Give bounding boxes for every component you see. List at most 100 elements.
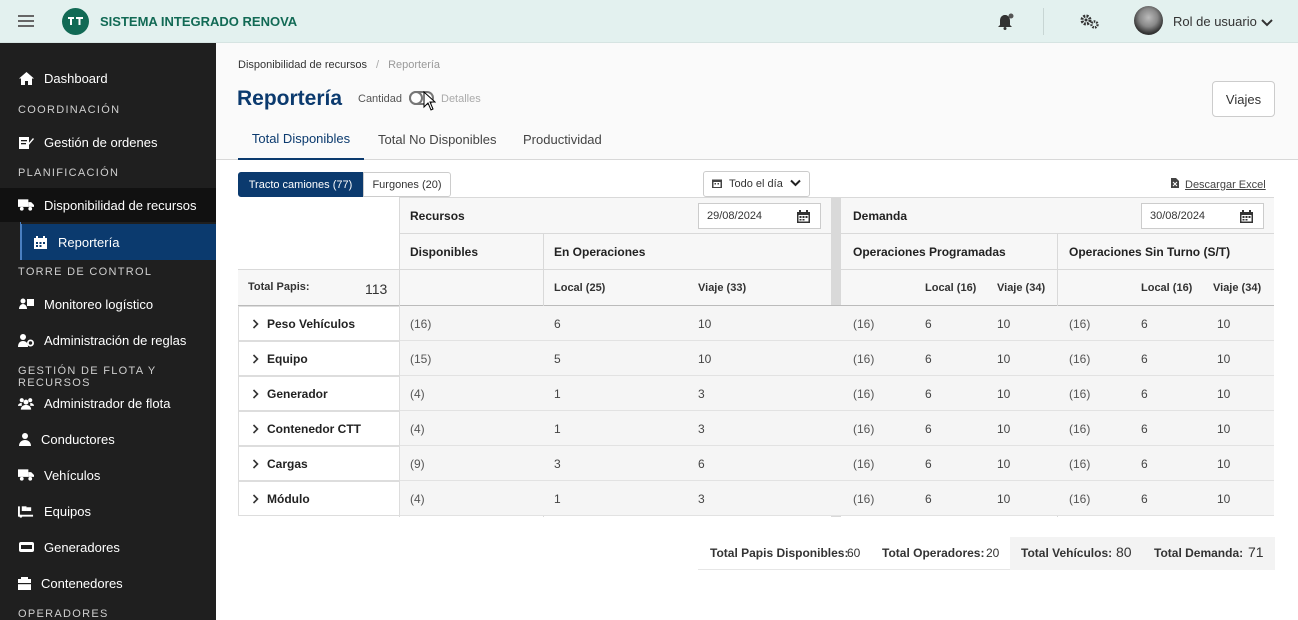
cell-local: 3 xyxy=(554,456,561,471)
viajes-button[interactable]: Viajes xyxy=(1212,81,1275,117)
view-toggle[interactable] xyxy=(409,91,434,105)
truck-icon xyxy=(18,468,34,482)
row-label[interactable]: Equipo xyxy=(238,341,400,376)
edit-document-icon xyxy=(18,135,34,149)
cell-p-local: 6 xyxy=(925,456,932,471)
cell-s-local: 6 xyxy=(1141,316,1148,331)
table-row xyxy=(399,411,1274,446)
cell-disp: (16) xyxy=(410,316,432,331)
demanda-date-value: 30/08/2024 xyxy=(1150,210,1206,222)
sidebar-item-contenedores[interactable]: Contenedores xyxy=(0,566,216,600)
bell-icon[interactable] xyxy=(997,13,1015,35)
demanda-date-input[interactable]: 30/08/2024 xyxy=(1141,203,1264,229)
grid-line xyxy=(238,305,1274,306)
avatar[interactable] xyxy=(1134,6,1163,35)
calendar-icon xyxy=(712,178,722,191)
total-vehiculos-value: 80 xyxy=(1116,544,1132,560)
total-papis-disponibles-label: Total Papis Disponibles: xyxy=(710,546,849,560)
op-programadas-header: Operaciones Programadas xyxy=(853,245,1006,259)
cell-p-tot: (16) xyxy=(853,316,875,331)
cell-s-tot: (16) xyxy=(1069,421,1091,436)
sidebar-item-conductores[interactable]: Conductores xyxy=(0,422,216,456)
cell-viaje: 3 xyxy=(698,421,705,436)
cell-local: 5 xyxy=(554,351,561,366)
furgones-tab[interactable]: Furgones (20) xyxy=(363,172,451,197)
users-group-icon xyxy=(18,396,34,410)
time-range-value: Todo el día xyxy=(729,178,783,190)
en-operaciones-header: En Operaciones xyxy=(554,245,646,259)
sidebar-item-vehiculos[interactable]: Vehículos xyxy=(0,458,216,492)
row-label[interactable]: Generador xyxy=(238,376,400,411)
row-name: Equipo xyxy=(267,351,308,366)
breadcrumb-parent[interactable]: Disponibilidad de recursos xyxy=(238,59,368,71)
cell-s-viaje: 10 xyxy=(1217,456,1231,471)
grid-line xyxy=(238,269,1274,270)
chevron-right-icon[interactable] xyxy=(252,423,259,434)
chevron-down-icon[interactable] xyxy=(1261,15,1273,33)
sidebar-item-label: Disponibilidad de recursos xyxy=(44,197,197,213)
cell-s-viaje: 10 xyxy=(1217,491,1231,506)
chevron-right-icon[interactable] xyxy=(252,458,259,469)
chevron-right-icon[interactable] xyxy=(252,388,259,399)
local-25-header: Local (25) xyxy=(554,282,606,294)
cell-p-tot: (16) xyxy=(853,386,875,401)
sidebar-section-coordinacion: COORDINACIÓN xyxy=(18,104,121,116)
sidebar-item-disponibilidad[interactable]: Disponibilidad de recursos xyxy=(0,188,216,222)
settings-gears-icon[interactable] xyxy=(1080,13,1100,34)
cell-viaje: 6 xyxy=(698,456,705,471)
sidebar-item-monitoreo[interactable]: Monitoreo logístico xyxy=(0,287,216,321)
chevron-right-icon[interactable] xyxy=(252,493,259,504)
cell-p-local: 6 xyxy=(925,386,932,401)
page-title: Reportería xyxy=(237,87,343,110)
time-range-select[interactable]: Todo el día xyxy=(703,171,810,197)
row-label[interactable]: Peso Vehículos xyxy=(238,306,400,341)
tracto-camiones-tab[interactable]: Tracto camiones (77) xyxy=(238,172,363,197)
menu-icon[interactable] xyxy=(18,15,34,27)
sidebar-item-label: Generadores xyxy=(44,539,120,555)
user-role-label[interactable]: Rol de usuario xyxy=(1173,14,1257,29)
sidebar-item-dashboard[interactable]: Dashboard xyxy=(0,61,216,95)
sidebar-item-admin-reglas[interactable]: Administración de reglas xyxy=(0,323,216,357)
sidebar-section-torre: TORRE DE CONTROL xyxy=(18,266,153,278)
cell-s-tot: (16) xyxy=(1069,316,1091,331)
cell-local: 1 xyxy=(554,421,561,436)
viaje-33-header: Viaje (33) xyxy=(698,282,747,294)
row-label[interactable]: Cargas xyxy=(238,446,400,481)
dolly-icon xyxy=(18,504,34,518)
sidebar-item-label: Conductores xyxy=(41,431,115,447)
op-sin-turno-header: Operaciones Sin Turno (S/T) xyxy=(1069,245,1231,259)
sidebar-item-equipos[interactable]: Equipos xyxy=(0,494,216,528)
app-title: SISTEMA INTEGRADO RENOVA xyxy=(100,14,298,29)
table-row xyxy=(399,481,1274,516)
home-icon xyxy=(18,71,34,85)
cell-p-local: 6 xyxy=(925,491,932,506)
tab-productividad[interactable]: Productividad xyxy=(523,131,602,147)
divider xyxy=(1043,8,1044,35)
cell-viaje: 10 xyxy=(698,316,712,331)
sidebar-item-label: Gestión de ordenes xyxy=(44,134,158,150)
tab-total-disponibles[interactable]: Total Disponibles xyxy=(238,118,364,160)
sidebar-item-label: Monitoreo logístico xyxy=(44,296,154,312)
totals-vehicle-demand-bg xyxy=(1010,537,1275,570)
chevron-right-icon[interactable] xyxy=(252,353,259,364)
file-excel-icon xyxy=(1171,178,1179,191)
row-name: Cargas xyxy=(267,456,308,471)
cell-p-local: 6 xyxy=(925,421,932,436)
cell-s-viaje: 10 xyxy=(1217,351,1231,366)
row-name: Peso Vehículos xyxy=(267,316,356,331)
total-papis-value: 113 xyxy=(365,281,388,297)
row-label[interactable]: Contenedor CTT xyxy=(238,411,400,446)
chevron-right-icon[interactable] xyxy=(252,318,259,329)
tab-total-no-disponibles[interactable]: Total No Disponibles xyxy=(378,131,497,147)
sidebar-item-gestion-ordenes[interactable]: Gestión de ordenes xyxy=(0,125,216,159)
sidebar-item-admin-flota[interactable]: Administrador de flota xyxy=(0,386,216,420)
download-excel-link[interactable]: Descargar Excel xyxy=(1171,178,1266,191)
row-label[interactable]: Módulo xyxy=(238,481,400,516)
calendar-icon xyxy=(797,210,810,226)
disponibles-header: Disponibles xyxy=(410,245,479,259)
recursos-date-input[interactable]: 29/08/2024 xyxy=(698,203,821,229)
sidebar-item-generadores[interactable]: Generadores xyxy=(0,530,216,564)
chevron-down-icon xyxy=(790,178,801,190)
sidebar-item-reporteria[interactable]: Reportería xyxy=(20,224,216,260)
sidebar-item-label: Equipos xyxy=(44,503,91,519)
